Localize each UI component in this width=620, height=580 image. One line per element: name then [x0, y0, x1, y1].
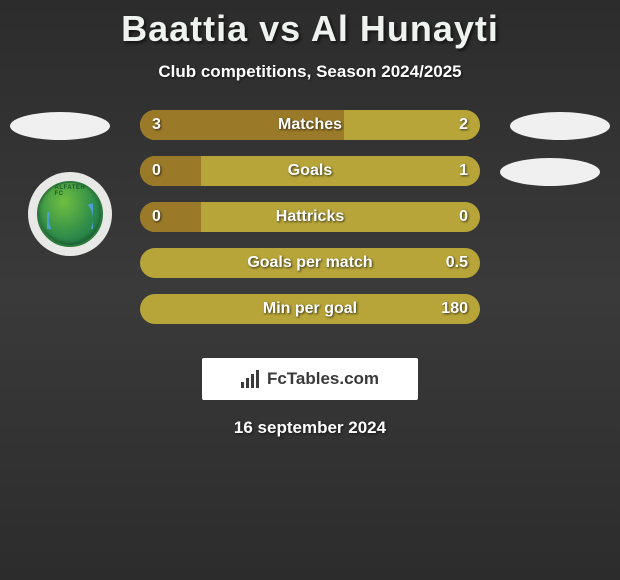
- footer-brand-box: FcTables.com: [202, 358, 418, 400]
- stat-label: Goals: [288, 162, 332, 180]
- club-logo-inner: ALFATEH FC: [37, 181, 103, 247]
- club-logo-swoosh: [47, 201, 93, 229]
- footer-brand-text: FcTables.com: [267, 369, 379, 389]
- stat-value-right: 2: [459, 116, 468, 134]
- footer-date: 16 september 2024: [0, 418, 620, 438]
- stat-value-right: 0.5: [446, 254, 468, 272]
- page-subtitle: Club competitions, Season 2024/2025: [0, 62, 620, 82]
- stat-value-right: 180: [441, 300, 468, 318]
- stat-label: Min per goal: [263, 300, 357, 318]
- footer-logo: FcTables.com: [241, 369, 379, 389]
- stat-value-left: 3: [152, 116, 161, 134]
- player-left-silhouette: [10, 112, 110, 140]
- stat-label: Matches: [278, 116, 342, 134]
- player-right-silhouette-2: [500, 158, 600, 186]
- stat-bar: Goals per match 0.5: [140, 248, 480, 278]
- stat-bar: 3 Matches 2: [140, 110, 480, 140]
- club-logo-text: ALFATEH FC: [55, 185, 86, 197]
- stat-bar-fill: [140, 202, 201, 232]
- stat-bar: 0 Hattricks 0: [140, 202, 480, 232]
- stat-bar: Min per goal 180: [140, 294, 480, 324]
- stat-label: Hattricks: [276, 208, 344, 226]
- stat-value-left: 0: [152, 208, 161, 226]
- stat-value-right: 0: [459, 208, 468, 226]
- bars-icon: [241, 370, 263, 388]
- stat-label: Goals per match: [247, 254, 372, 272]
- club-logo: ALFATEH FC: [28, 172, 112, 256]
- comparison-chart: ALFATEH FC 3 Matches 2 0 Goals 1 0 Hattricks 0 Go…: [0, 110, 620, 330]
- player-right-silhouette: [510, 112, 610, 140]
- stat-value-left: 0: [152, 162, 161, 180]
- stat-value-right: 1: [459, 162, 468, 180]
- stat-bar: 0 Goals 1: [140, 156, 480, 186]
- content-wrapper: Baattia vs Al Hunayti Club competitions,…: [0, 0, 620, 438]
- stat-bar-fill: [140, 156, 201, 186]
- page-title: Baattia vs Al Hunayti: [0, 8, 620, 50]
